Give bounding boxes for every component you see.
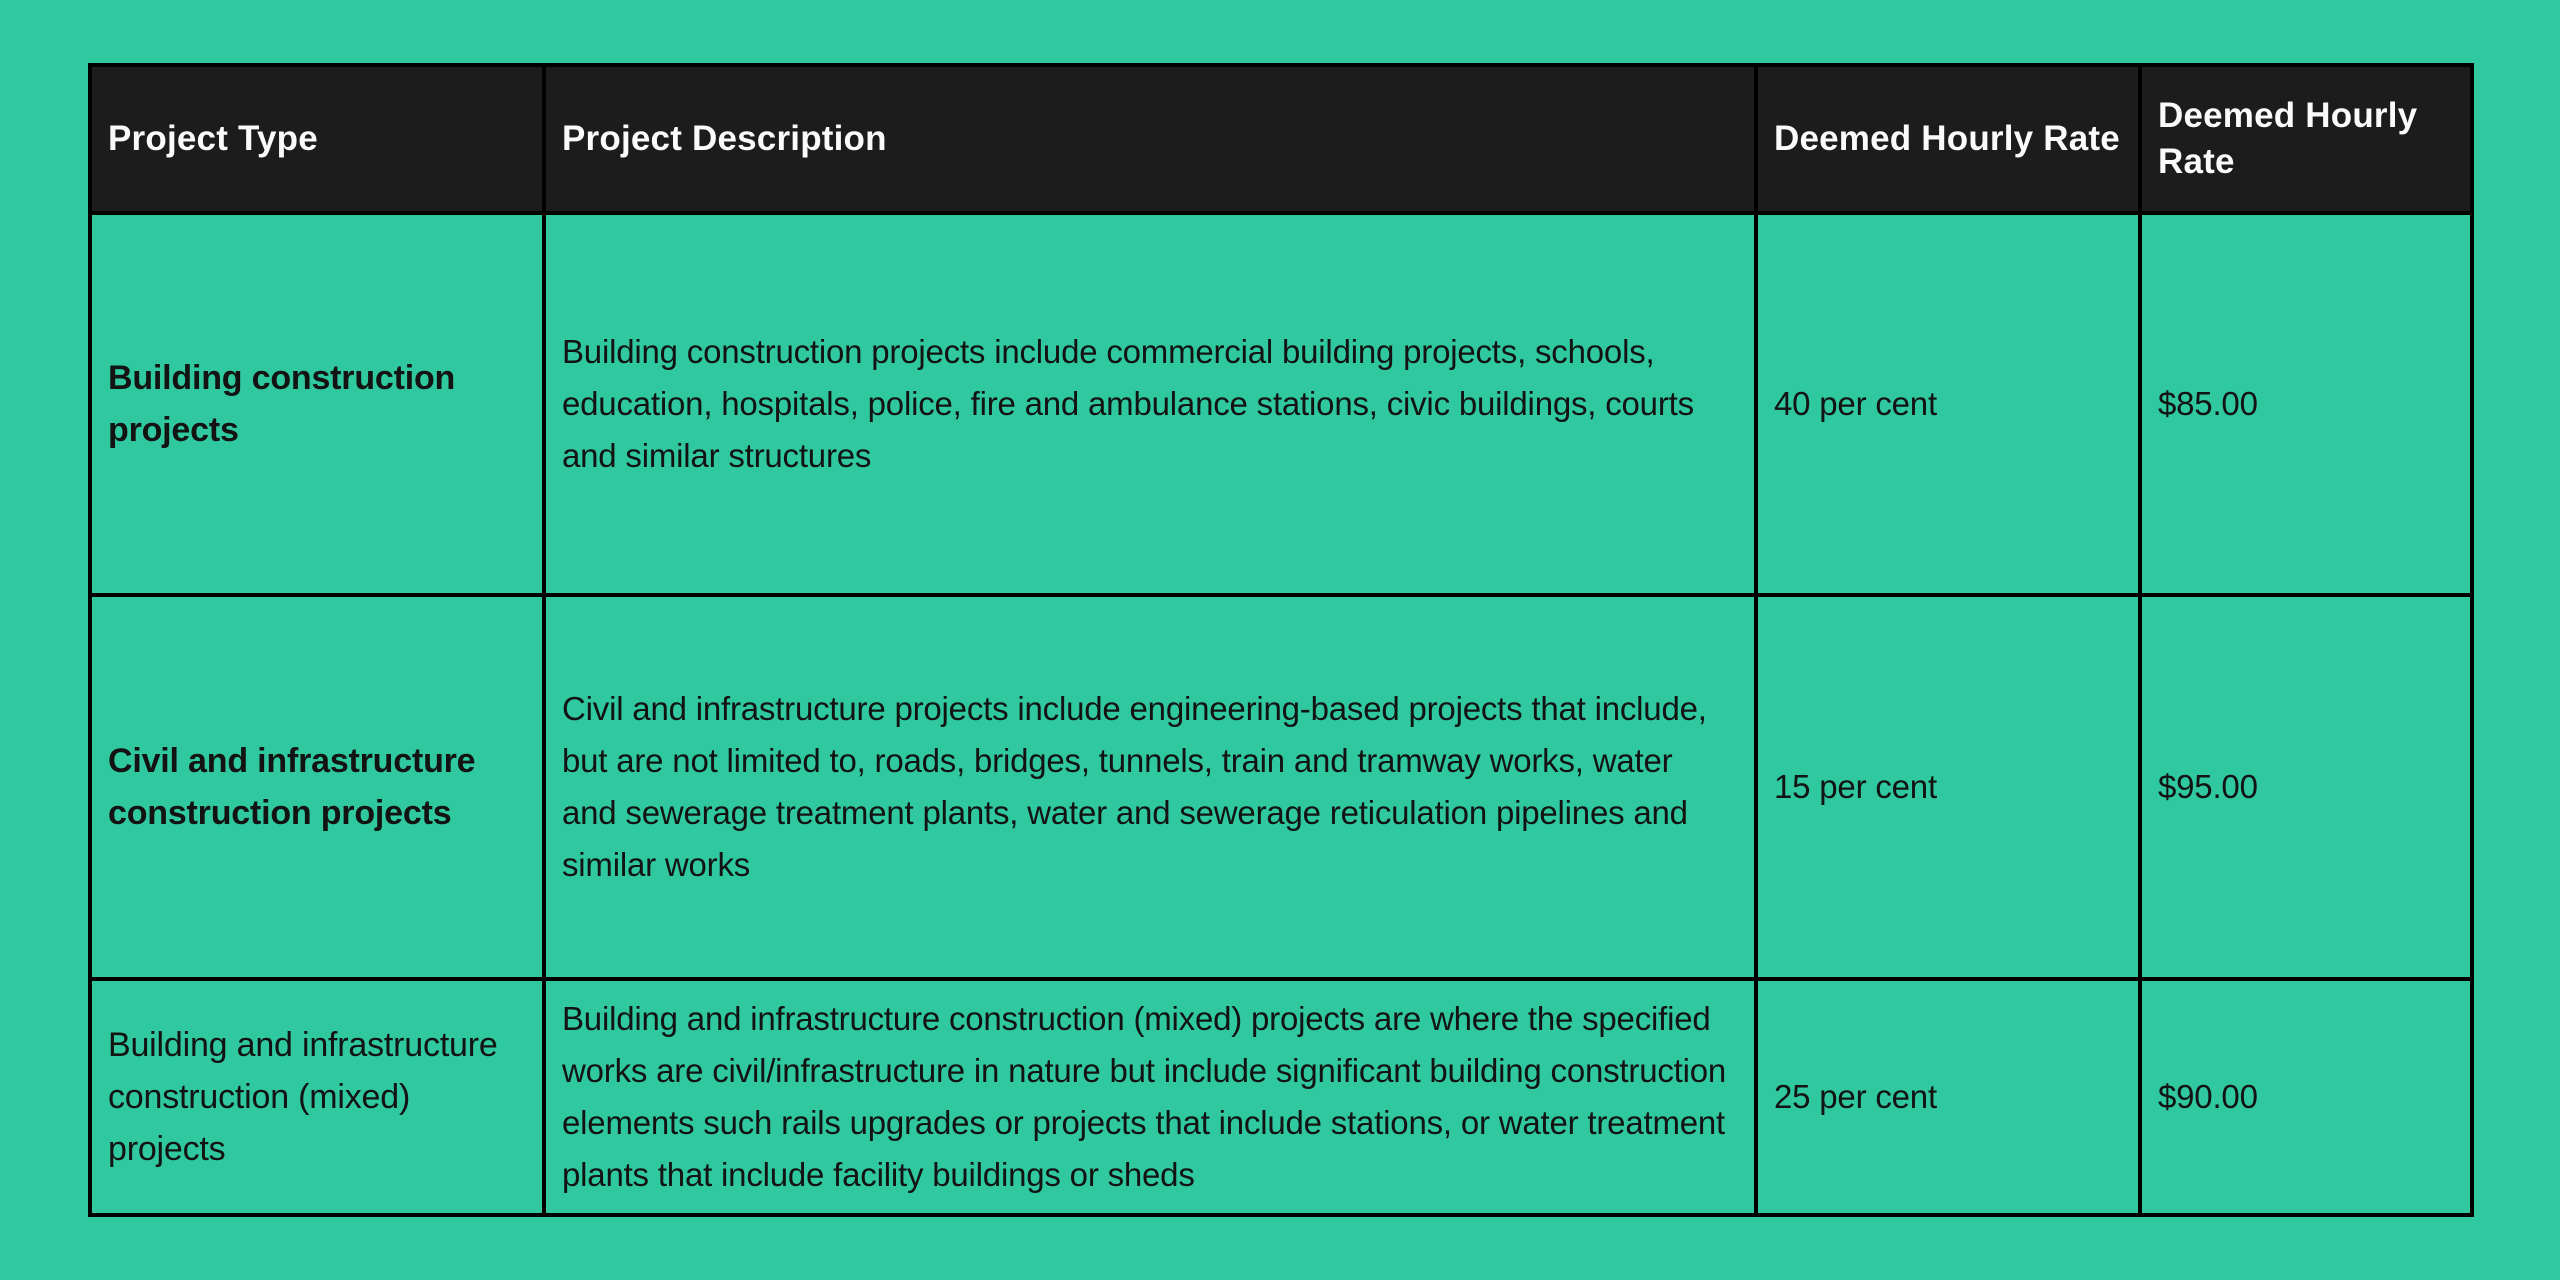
deemed-rate-percent-cell: 15 per cent [1754, 593, 2142, 981]
table-row-building-construction: Building construction projects Building … [88, 211, 2474, 597]
table-row-civil-infrastructure: Civil and infrastructure construction pr… [88, 593, 2474, 981]
table-body: Building construction projects Building … [88, 211, 2474, 1217]
column-header-deemed-hourly-rate-dollar: Deemed Hourly Rate [2138, 63, 2474, 215]
column-header-project-type: Project Type [88, 63, 546, 215]
project-description-cell: Civil and infrastructure projects includ… [542, 593, 1758, 981]
deemed-hourly-rate-cell: $90.00 [2138, 977, 2474, 1217]
deemed-rate-percent-cell: 40 per cent [1754, 211, 2142, 597]
deemed-rate-percent-cell: 25 per cent [1754, 977, 2142, 1217]
project-type-cell: Civil and infrastructure construction pr… [88, 593, 546, 981]
deemed-hourly-rate-cell: $85.00 [2138, 211, 2474, 597]
deemed-hourly-rates-table: Project Type Project Description Deemed … [88, 63, 2474, 1217]
project-type-cell: Building and infrastructure construction… [88, 977, 546, 1217]
header-row: Project Type Project Description Deemed … [88, 63, 2474, 215]
column-header-project-description: Project Description [542, 63, 1758, 215]
table-row-mixed-construction: Building and infrastructure construction… [88, 977, 2474, 1217]
project-description-cell: Building construction projects include c… [542, 211, 1758, 597]
deemed-hourly-rate-cell: $95.00 [2138, 593, 2474, 981]
project-type-cell: Building construction projects [88, 211, 546, 597]
project-description-cell: Building and infrastructure construction… [542, 977, 1758, 1217]
table-header: Project Type Project Description Deemed … [88, 63, 2474, 215]
column-header-deemed-hourly-rate-percent: Deemed Hourly Rate [1754, 63, 2142, 215]
